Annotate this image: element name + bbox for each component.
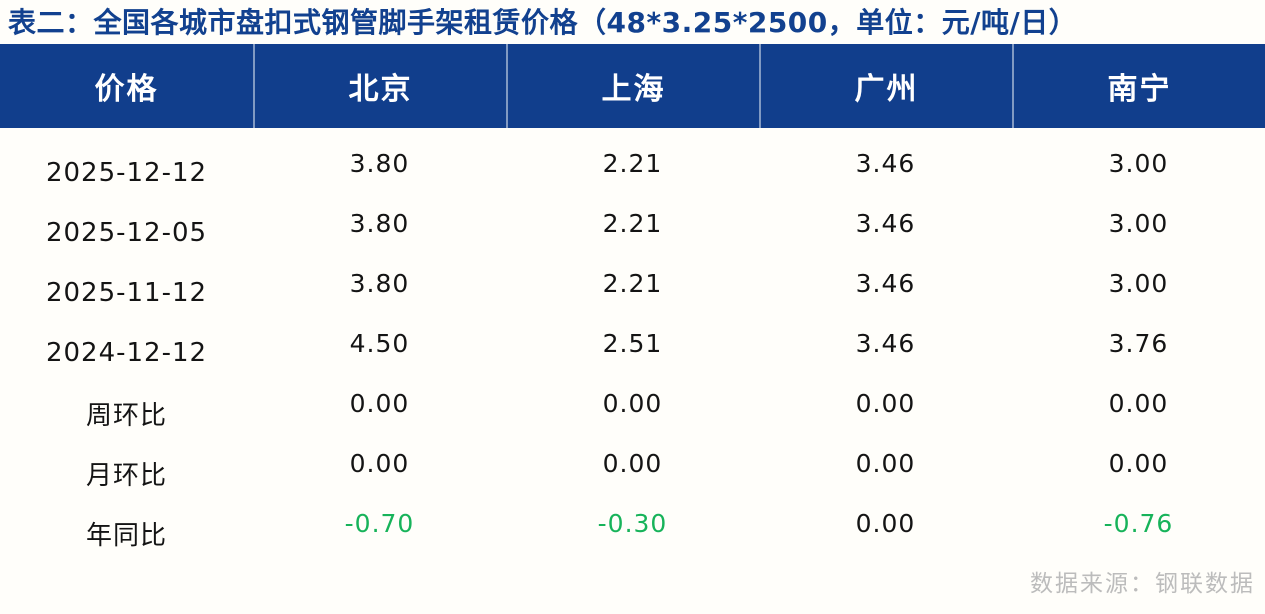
value-cell: 3.46 (855, 328, 916, 358)
value-cell: 0.00 (349, 448, 410, 478)
value-cell: 0.00 (855, 388, 916, 418)
value-cell: 2.51 (602, 328, 663, 358)
row-label: 年同比 (85, 520, 167, 551)
value-cell: 3.80 (349, 268, 410, 298)
table-row: 2025-11-12 3.80 2.21 3.46 3.00 (0, 260, 1265, 320)
value-cell: 3.46 (855, 148, 916, 178)
column-header-shanghai: 上海 (506, 44, 759, 128)
column-header-guangzhou: 广州 (759, 44, 1012, 128)
table-row: 周环比 0.00 0.00 0.00 0.00 (0, 380, 1265, 440)
row-label: 2024-12-12 (45, 338, 208, 368)
value-cell: 0.00 (602, 448, 663, 478)
value-cell: 3.80 (349, 208, 410, 238)
value-cell: 2.21 (602, 268, 663, 298)
table-row: 2025-12-12 3.80 2.21 3.46 3.00 (0, 140, 1265, 200)
row-label: 月环比 (85, 460, 167, 491)
table-body: 2025-12-12 3.80 2.21 3.46 3.00 2025-12-0… (0, 128, 1265, 560)
column-header-price: 价格 (94, 72, 159, 107)
value-cell: 3.00 (1108, 208, 1169, 238)
table-header-row: 价格 北京 上海 广州 南宁 (0, 44, 1265, 128)
value-cell: 3.00 (1108, 268, 1169, 298)
value-cell: 0.00 (855, 508, 916, 538)
value-cell: -0.76 (1103, 508, 1174, 538)
data-source-label: 数据来源：钢联数据 (1030, 571, 1255, 597)
row-label: 2025-12-12 (45, 158, 208, 188)
column-header-beijing: 北京 (253, 44, 506, 128)
table-row: 月环比 0.00 0.00 0.00 0.00 (0, 440, 1265, 500)
row-label: 2025-11-12 (45, 278, 208, 308)
value-cell: -0.70 (344, 508, 415, 538)
value-cell: 3.46 (855, 268, 916, 298)
value-cell: 0.00 (602, 388, 663, 418)
value-cell: 3.76 (1108, 328, 1169, 358)
table-row: 2025-12-05 3.80 2.21 3.46 3.00 (0, 200, 1265, 260)
value-cell: 0.00 (1108, 448, 1169, 478)
value-cell: 3.80 (349, 148, 410, 178)
value-cell: -0.30 (597, 508, 668, 538)
value-cell: 2.21 (602, 148, 663, 178)
value-cell: 2.21 (602, 208, 663, 238)
row-label: 2025-12-05 (45, 218, 208, 248)
row-label: 周环比 (85, 400, 167, 431)
value-cell: 3.46 (855, 208, 916, 238)
table-row: 年同比 -0.70 -0.30 0.00 -0.76 (0, 500, 1265, 560)
value-cell: 4.50 (349, 328, 410, 358)
table-title: 表二：全国各城市盘扣式钢管脚手架租赁价格（48*3.25*2500，单位：元/吨… (8, 6, 1078, 39)
column-header-nanning: 南宁 (1012, 44, 1265, 128)
value-cell: 3.00 (1108, 148, 1169, 178)
value-cell: 0.00 (1108, 388, 1169, 418)
value-cell: 0.00 (349, 388, 410, 418)
value-cell: 0.00 (855, 448, 916, 478)
table-row: 2024-12-12 4.50 2.51 3.46 3.76 (0, 320, 1265, 380)
